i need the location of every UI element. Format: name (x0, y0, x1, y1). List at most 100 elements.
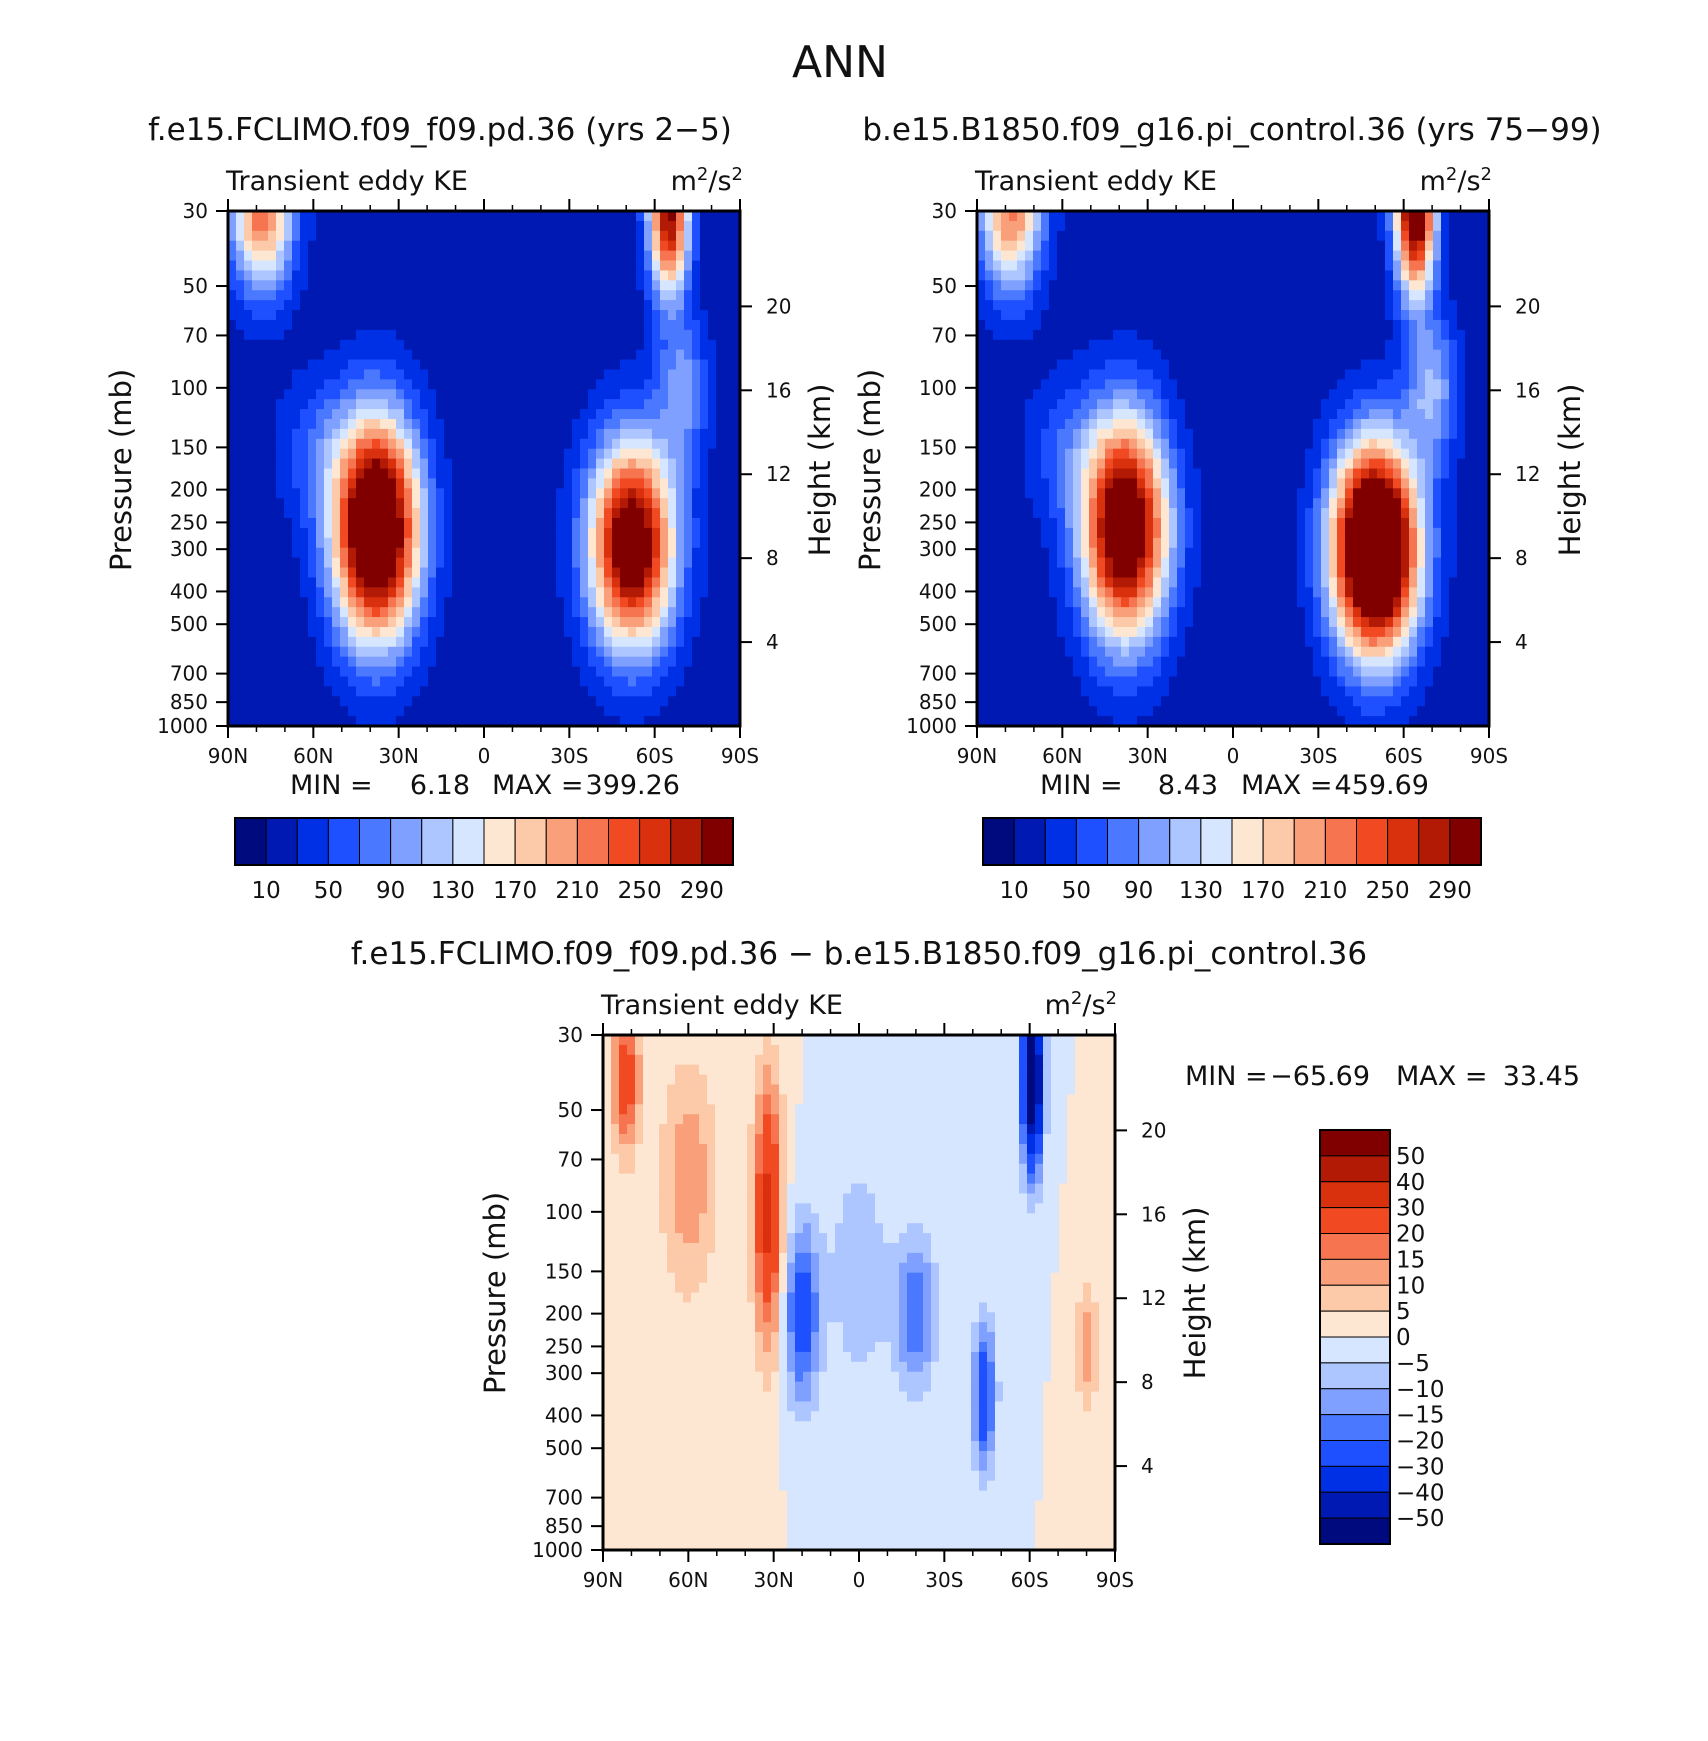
field-cell (332, 527, 341, 539)
field-cell (284, 508, 293, 519)
field-cell (652, 498, 661, 509)
field-cell (1041, 260, 1050, 272)
field-cell (620, 468, 629, 479)
field-cell (508, 270, 517, 281)
field-cell (1057, 319, 1066, 331)
field-cell (564, 409, 573, 420)
field-cell (348, 478, 357, 489)
field-cell (284, 676, 293, 687)
field-cell (260, 250, 269, 262)
field-cell (316, 240, 325, 252)
field-cell (524, 626, 533, 638)
field-cell (652, 270, 661, 281)
field-cell (732, 567, 741, 579)
field-cell (452, 587, 461, 598)
field-cell (244, 458, 253, 470)
colorbar-box (234, 817, 267, 866)
field-cell (668, 329, 677, 341)
field-cell (308, 418, 317, 430)
field-cell (1473, 389, 1482, 400)
field-cell (428, 329, 437, 341)
field-cell (1257, 260, 1266, 272)
field-cell (620, 716, 629, 727)
field-cell (556, 676, 565, 687)
field-cell (556, 389, 565, 400)
field-cell (436, 646, 445, 658)
field-cell (364, 230, 373, 242)
field-cell (1273, 389, 1282, 400)
field-cell (1169, 300, 1178, 311)
field-cell (492, 508, 501, 519)
field-cell (396, 300, 405, 311)
field-cell (396, 389, 405, 400)
field-cell (660, 508, 669, 519)
field-cell (532, 468, 541, 479)
field-cell (404, 230, 413, 242)
field-cell (548, 240, 557, 252)
field-cell (1257, 389, 1266, 400)
field-cell (284, 468, 293, 479)
field-cell (340, 508, 349, 519)
field-cell (476, 230, 485, 242)
field-cell (268, 270, 277, 281)
field-cell (516, 577, 525, 588)
field-cell (692, 211, 701, 222)
field-cell (1049, 369, 1058, 380)
field-cell (324, 537, 333, 549)
field-cell (1001, 260, 1010, 272)
field-cell (1081, 220, 1090, 232)
field-cell (276, 577, 285, 588)
field-cell (1433, 211, 1442, 222)
field-cell (292, 527, 301, 539)
field-cell (244, 369, 253, 380)
field-cell (292, 399, 301, 410)
field-cell (1201, 359, 1210, 371)
field-cell (580, 399, 589, 410)
field-cell (660, 706, 669, 717)
field-cell (604, 359, 613, 371)
field-cell (460, 448, 469, 460)
field-cell (1313, 359, 1322, 371)
field-cell (324, 626, 333, 638)
field-cell (1393, 270, 1402, 281)
field-cell (668, 527, 677, 539)
field-cell (492, 617, 501, 628)
field-cell (1185, 438, 1194, 450)
field-cell (1457, 438, 1466, 450)
field-cell (1009, 211, 1018, 222)
field-cell (1033, 230, 1042, 242)
field-cell (636, 557, 645, 569)
field-cell (676, 617, 685, 628)
field-cell (540, 577, 549, 588)
field-cell (1049, 438, 1058, 450)
field-cell (516, 527, 525, 539)
field-cell (684, 607, 693, 618)
field-cell (540, 280, 549, 291)
field-cell (244, 706, 253, 717)
field-cell (1377, 438, 1386, 450)
field-cell (1433, 428, 1442, 440)
field-cell (556, 567, 565, 579)
field-cell (364, 686, 373, 697)
field-cell (1025, 379, 1034, 390)
field-cell (236, 280, 245, 291)
field-cell (308, 250, 317, 262)
field-cell (1449, 220, 1458, 232)
field-cell (1313, 409, 1322, 420)
field-cell (420, 359, 429, 371)
field-cell (636, 418, 645, 430)
field-cell (564, 676, 573, 687)
field-cell (452, 290, 461, 301)
field-cell (540, 379, 549, 390)
field-cell (1289, 438, 1298, 450)
field-cell (612, 300, 621, 311)
field-cell (332, 280, 341, 291)
field-cell (1113, 329, 1122, 341)
field-cell (260, 666, 269, 678)
field-cell (420, 448, 429, 460)
field-cell (236, 557, 245, 569)
field-cell (1481, 280, 1490, 291)
field-cell (1337, 300, 1346, 311)
field-cell (644, 230, 653, 242)
field-cell (468, 488, 477, 499)
